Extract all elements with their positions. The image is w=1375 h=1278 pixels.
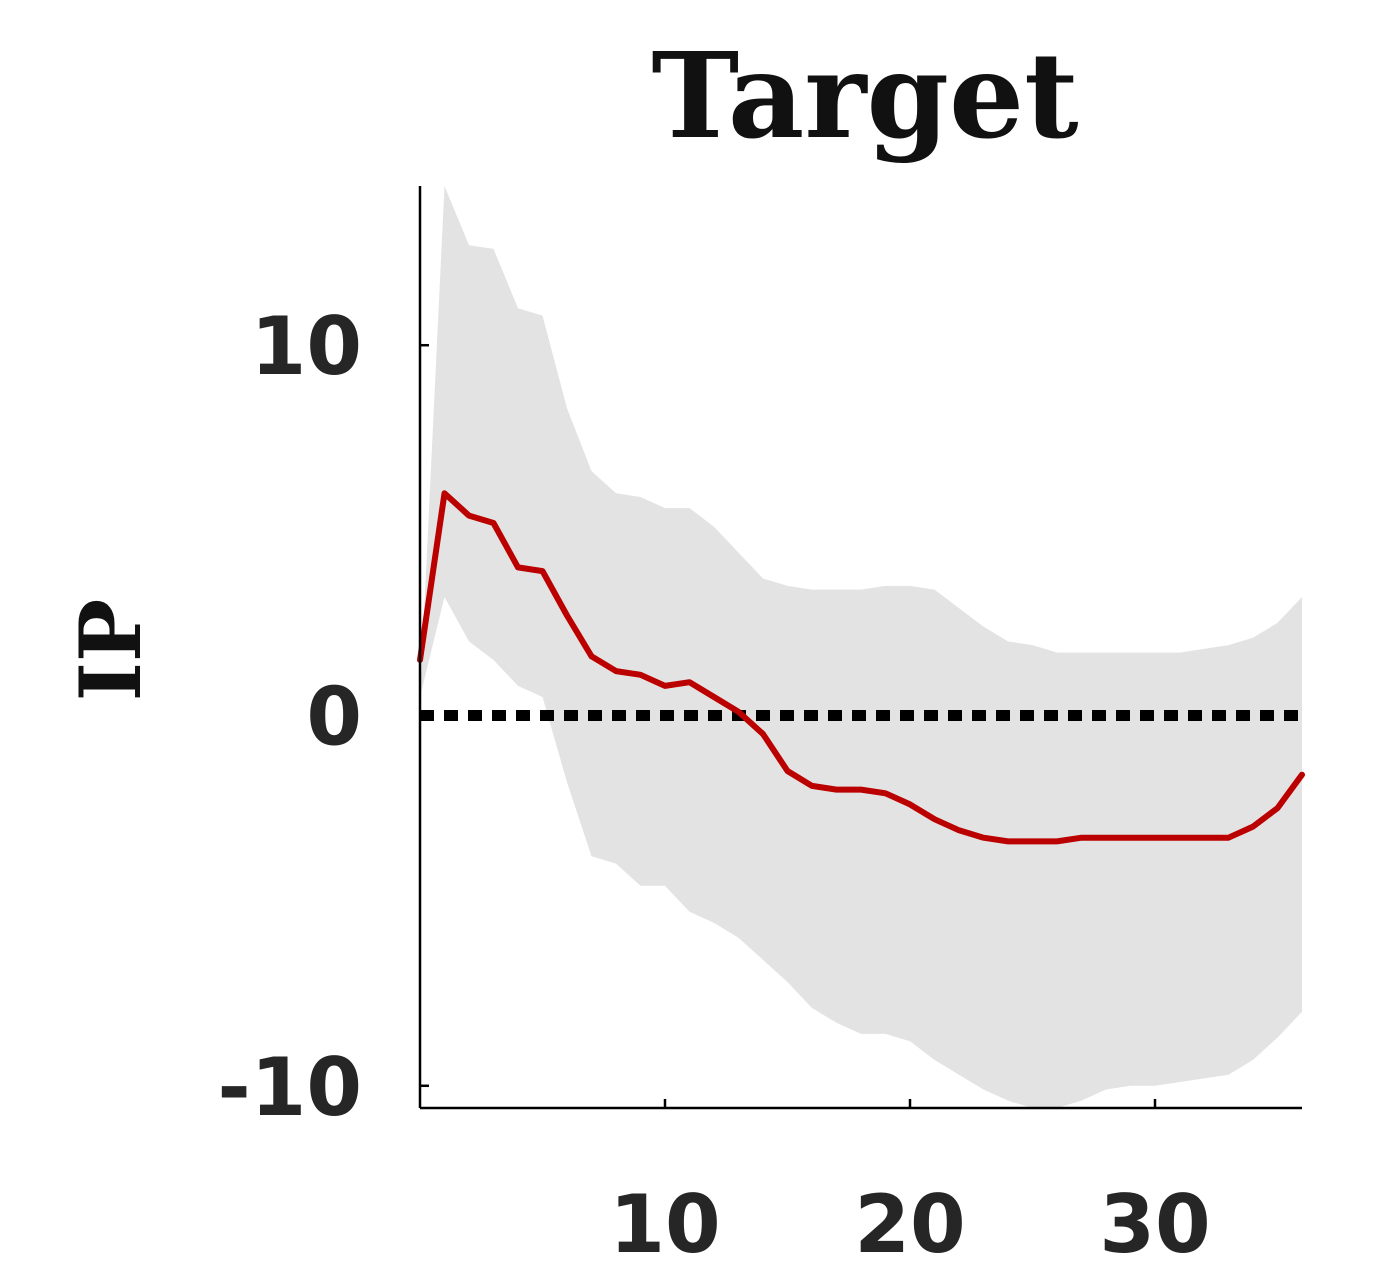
- confidence-band: [420, 186, 1302, 1108]
- x-tick-label: 20: [854, 1178, 965, 1271]
- y-tick-label: 10: [251, 300, 362, 393]
- series-line: [417, 490, 1305, 845]
- plot-area: [417, 186, 1305, 1108]
- y-axis-label: IP: [61, 599, 160, 701]
- y-tick-label: -10: [217, 1041, 362, 1134]
- axes: -10 0 10 10 20 30: [217, 186, 1302, 1271]
- chart-title: Target: [651, 26, 1078, 165]
- x-tick-label: 10: [609, 1178, 720, 1271]
- y-tick-label: 0: [306, 671, 362, 764]
- x-tick-label: 30: [1099, 1178, 1210, 1271]
